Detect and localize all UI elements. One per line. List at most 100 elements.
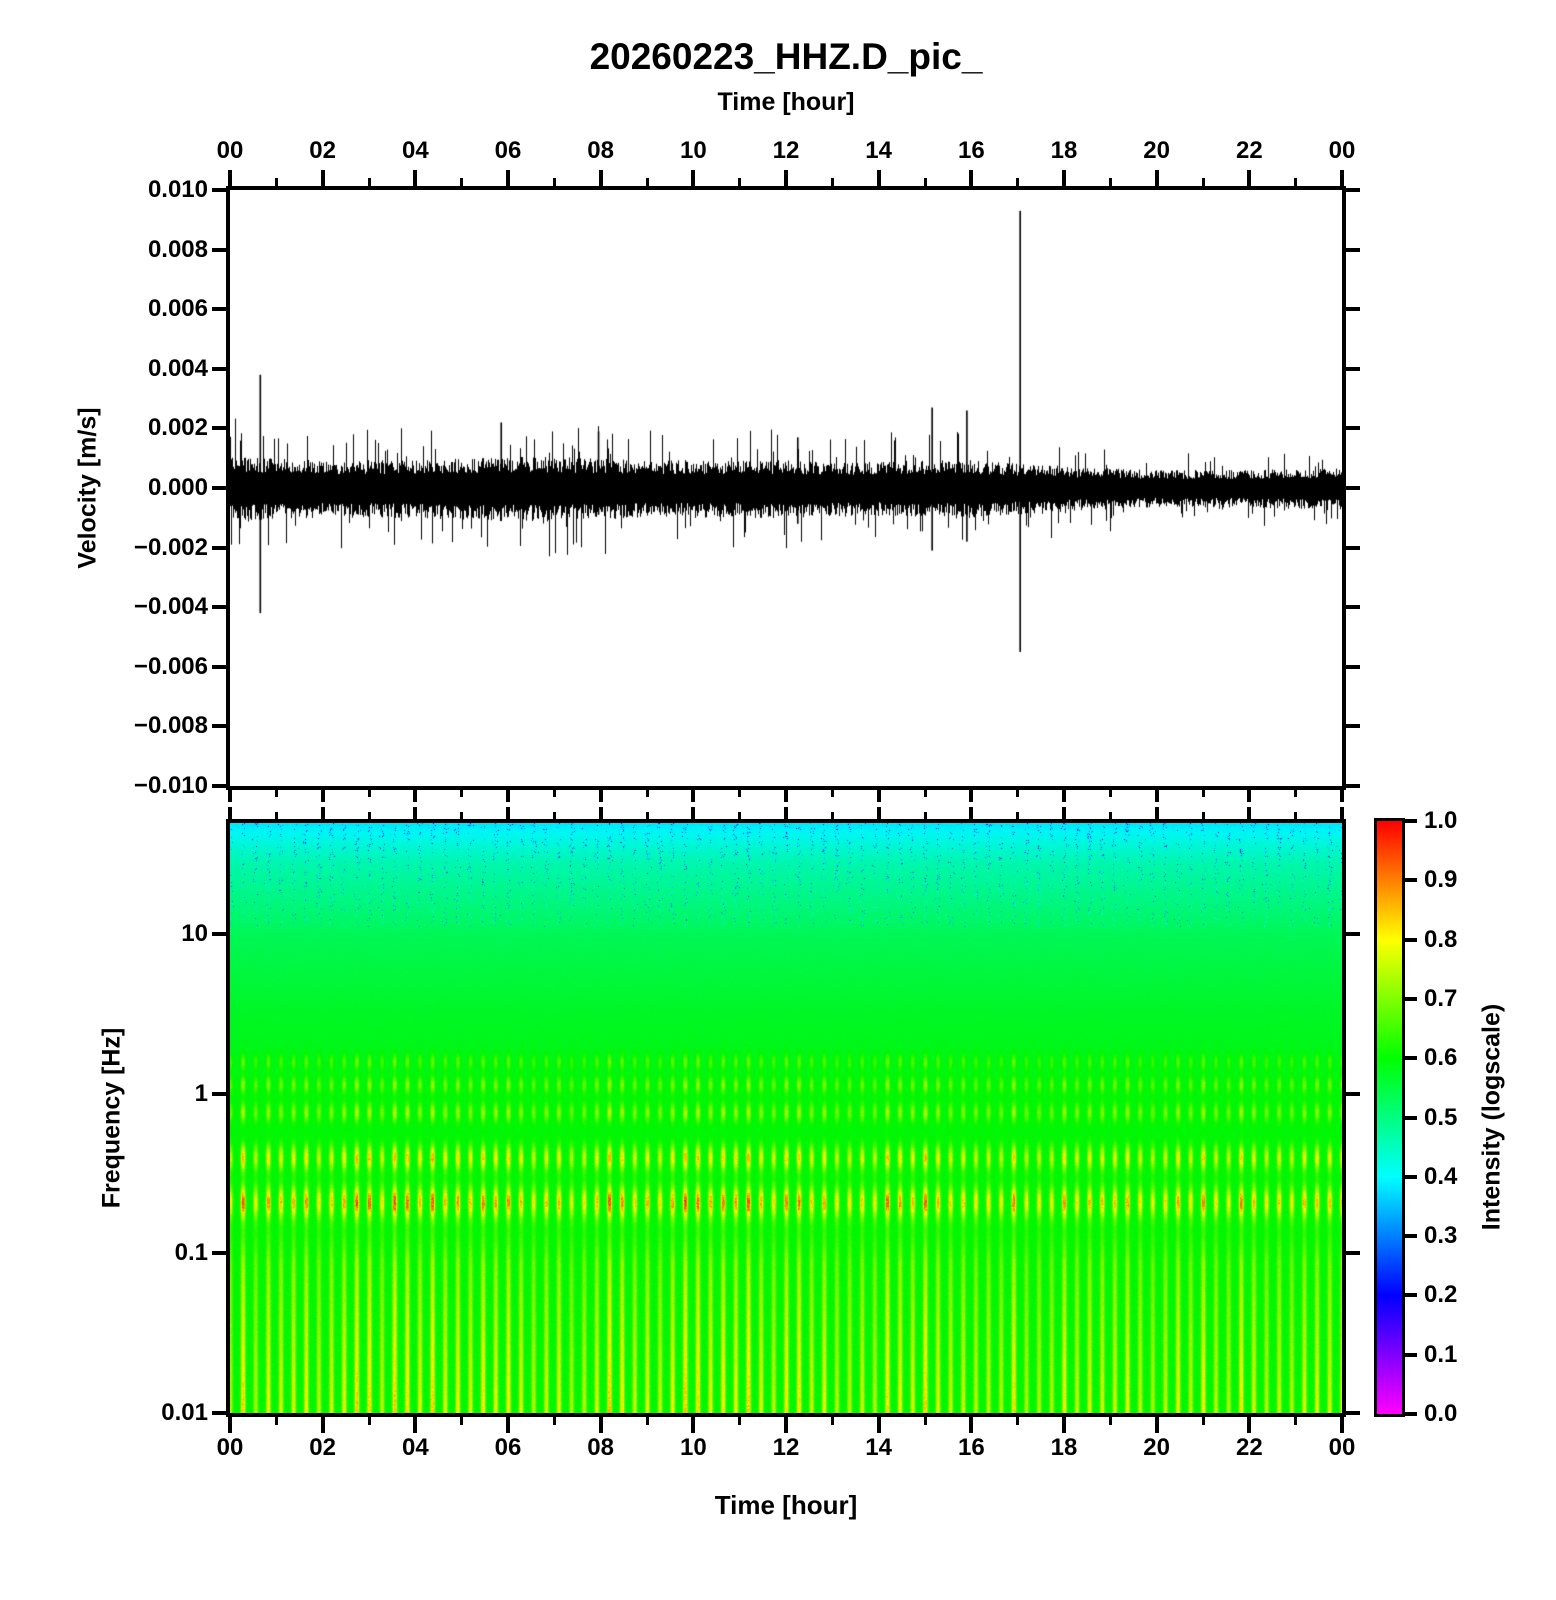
x-tick-spec-bottom [1108, 1417, 1112, 1425]
wave-y-tick-label: −0.002 [133, 533, 208, 561]
x-tick-label-top: 02 [309, 137, 336, 164]
x-tick-spec-bottom [1062, 1417, 1066, 1433]
spec-y-tick-left [212, 932, 226, 937]
wave-y-tick-left [212, 724, 226, 729]
x-tick-label-bottom: 12 [772, 1434, 800, 1461]
x-tick-spec-top [1201, 812, 1205, 819]
x-tick-top [1016, 178, 1020, 186]
colorbar-gradient [1377, 821, 1402, 1414]
x-tick-spec-top [969, 807, 974, 819]
colorbar-tick [1405, 1115, 1417, 1120]
x-tick-top [1201, 178, 1205, 186]
colorbar-tick [1405, 1412, 1417, 1416]
x-tick-spec-bottom [1154, 1417, 1159, 1433]
x-tick-spec-top [320, 807, 325, 819]
wave-y-tick-label: −0.010 [133, 772, 208, 799]
x-tick-label-top: 18 [1050, 137, 1078, 164]
x-tick-spec-bottom [784, 1417, 788, 1433]
x-tick-wave-bottom [923, 790, 927, 797]
colorbar-tick-label: 0.8 [1424, 925, 1458, 953]
x-tick-wave-bottom [598, 790, 603, 802]
x-tick-label-top: 22 [1235, 137, 1263, 164]
x-tick-wave-bottom [784, 790, 788, 802]
x-tick-spec-bottom [1294, 1417, 1298, 1425]
waveform-plot-canvas [230, 190, 1342, 786]
spec-y-tick-label: 1 [194, 1079, 208, 1107]
x-tick-spec-bottom [228, 1417, 232, 1433]
spec-y-tick-label: 0.1 [174, 1239, 208, 1267]
colorbar [1374, 818, 1405, 1417]
wave-y-tick-label: 0.010 [147, 176, 208, 203]
x-tick-spec-top [691, 807, 696, 819]
x-tick-spec-top [460, 812, 464, 819]
x-tick-top [598, 170, 603, 186]
x-tick-spec-top [274, 812, 278, 819]
x-tick-spec-bottom [274, 1417, 278, 1425]
x-tick-wave-bottom [1247, 790, 1252, 802]
spec-y-tick-right [1346, 1251, 1360, 1256]
wave-y-tick-left [212, 426, 226, 431]
wave-y-tick-left [212, 247, 226, 252]
spec-y-tick-left [212, 1251, 226, 1256]
x-tick-wave-bottom [1154, 790, 1159, 802]
wave-y-tick-right [1346, 307, 1360, 312]
colorbar-tick-label: 0.4 [1424, 1162, 1458, 1190]
x-tick-wave-bottom [1201, 790, 1205, 797]
x-tick-label-bottom: 00 [216, 1434, 244, 1461]
wave-y-tick-right [1346, 664, 1360, 669]
spec-y-tick-right [1346, 1411, 1360, 1415]
x-tick-spec-top [645, 812, 649, 819]
wave-y-tick-right [1346, 247, 1360, 252]
x-tick-spec-bottom [830, 1417, 834, 1425]
x-tick-spec-bottom [1016, 1417, 1020, 1425]
x-tick-top [228, 170, 232, 186]
wave-y-tick-left [212, 366, 226, 371]
x-tick-spec-bottom [460, 1417, 464, 1425]
x-tick-wave-bottom [1294, 790, 1298, 797]
x-tick-spec-top [830, 812, 834, 819]
colorbar-tick-label: 1.0 [1424, 807, 1458, 834]
x-tick-top [691, 170, 696, 186]
spec-y-tick-label: 10 [181, 920, 208, 948]
x-tick-label-top: 04 [401, 137, 429, 164]
wave-y-tick-left [212, 605, 226, 610]
x-tick-top [367, 178, 371, 186]
x-tick-spec-bottom [506, 1417, 510, 1433]
colorbar-tick [1405, 996, 1417, 1001]
wave-y-tick-left [212, 486, 226, 490]
colorbar-tick-label: 0.3 [1424, 1222, 1458, 1250]
x-tick-label-top: 20 [1143, 137, 1170, 164]
x-tick-wave-bottom [1108, 790, 1112, 797]
colorbar-tick [1405, 819, 1417, 823]
x-tick-spec-top [413, 807, 418, 819]
bottom-time-axis-title: Time [hour] [714, 1490, 858, 1520]
x-tick-label-bottom: 20 [1143, 1434, 1170, 1461]
x-tick-wave-bottom [460, 790, 464, 797]
x-tick-spec-bottom [1201, 1417, 1205, 1425]
wave-y-tick-label: 0.004 [147, 354, 208, 382]
x-tick-top [413, 170, 418, 186]
x-tick-label-bottom: 22 [1235, 1434, 1263, 1461]
x-tick-spec-top [1247, 807, 1252, 819]
x-tick-wave-bottom [1062, 790, 1066, 802]
x-tick-spec-bottom [367, 1417, 371, 1425]
spec-y-tick-right [1346, 932, 1360, 937]
x-tick-wave-bottom [367, 790, 371, 797]
x-tick-top [1247, 170, 1252, 186]
x-tick-top [784, 170, 788, 186]
x-tick-wave-bottom [969, 790, 974, 802]
x-tick-label-top: 14 [865, 137, 892, 164]
colorbar-tick [1405, 1056, 1417, 1061]
wave-y-tick-right [1346, 188, 1360, 192]
wave-y-tick-left [212, 664, 226, 669]
wave-y-tick-label: −0.004 [133, 593, 208, 621]
colorbar-tick [1405, 937, 1417, 942]
colorbar-tick-label: 0.7 [1424, 984, 1458, 1012]
x-tick-spec-bottom [552, 1417, 556, 1425]
x-tick-spec-top [367, 812, 371, 819]
x-tick-spec-bottom [413, 1417, 418, 1433]
x-tick-wave-bottom [1340, 790, 1344, 802]
x-tick-spec-bottom [598, 1417, 603, 1433]
x-tick-label-top: 10 [679, 137, 707, 164]
